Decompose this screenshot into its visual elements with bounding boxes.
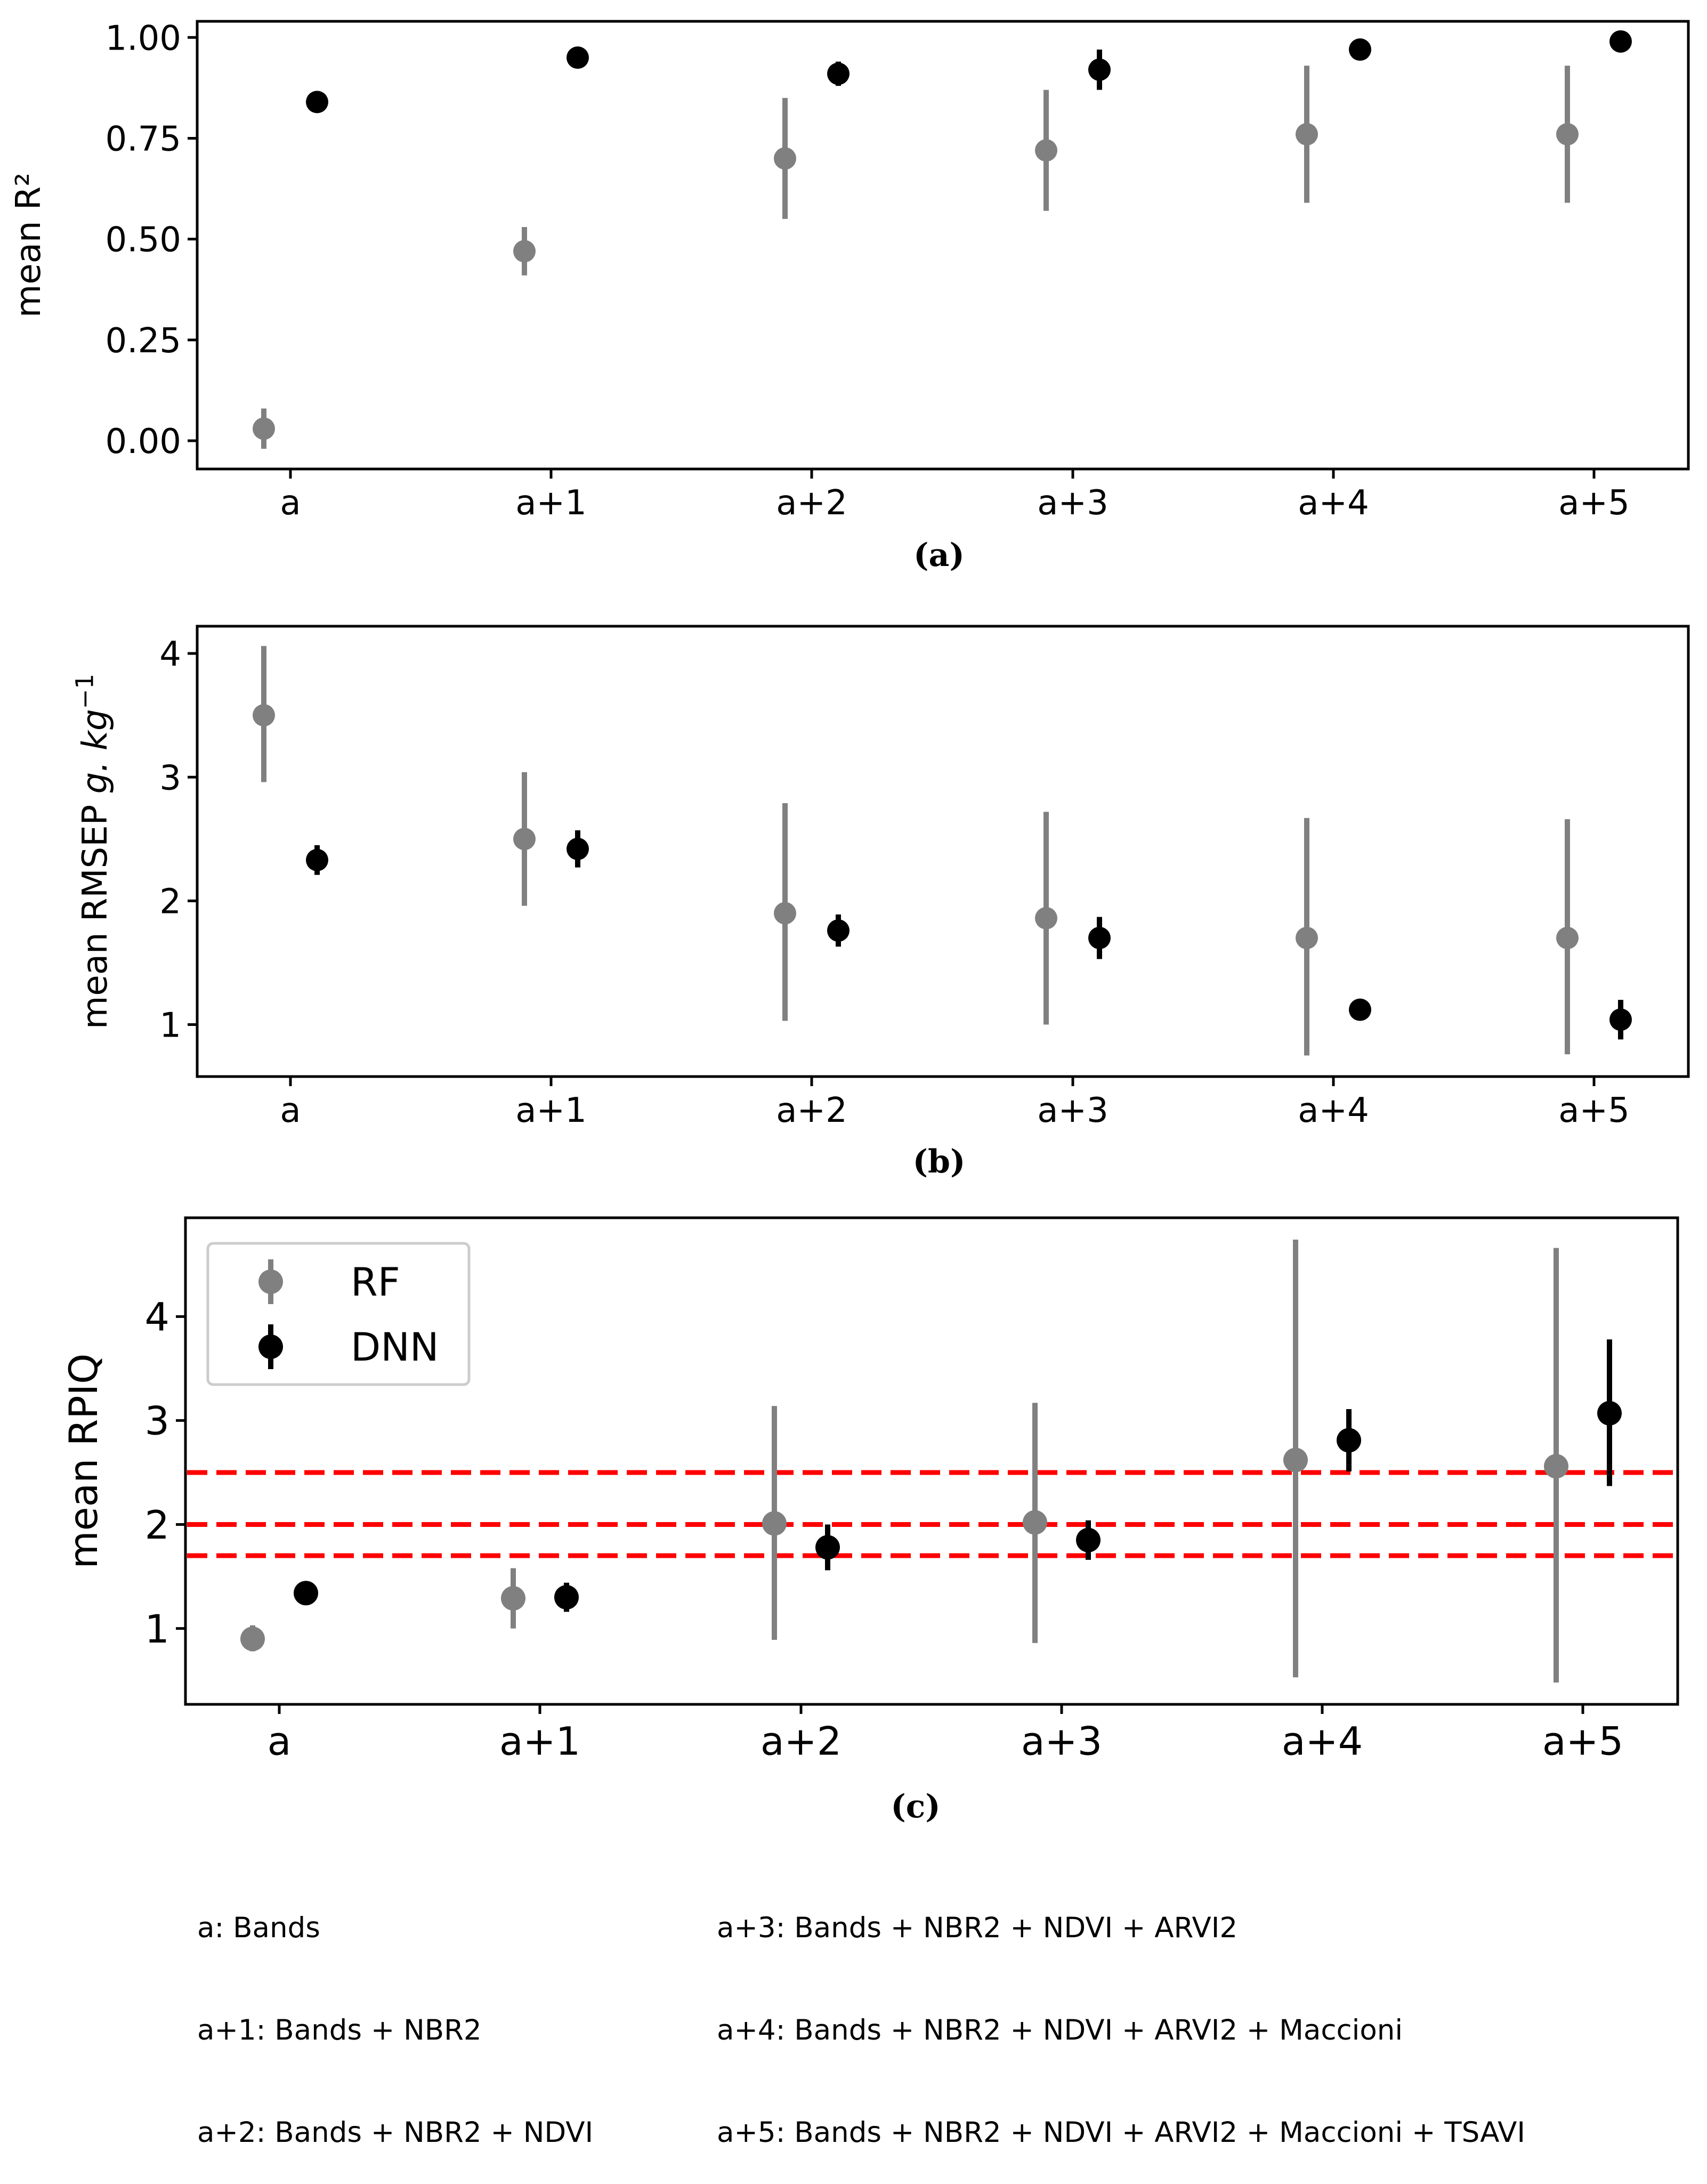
data-point-rf xyxy=(501,1586,525,1611)
y-axis-label: mean R² xyxy=(9,173,48,318)
footnote-line: a+5: Bands + NBR2 + NDVI + ARVI2 + Macci… xyxy=(717,2116,1525,2149)
x-tick-label: a+3 xyxy=(1037,483,1109,523)
legend-marker-rf xyxy=(258,1269,283,1294)
data-point-rf xyxy=(1544,1454,1568,1479)
data-point-dnn xyxy=(815,1535,840,1560)
data-point-dnn xyxy=(1337,1428,1361,1453)
data-point-dnn xyxy=(1609,1008,1632,1031)
y-tick-label: 3 xyxy=(145,1399,169,1444)
panel-c-rpiq-chart: 1 2 3 4 a a+1 a+2 a+3 a+4 a+5 mean RPIQ (c) RF DNN xyxy=(61,1216,1679,1825)
panel-caption: (a) xyxy=(913,537,965,574)
plot-frame xyxy=(184,1216,1679,1706)
data-point-dnn xyxy=(1349,998,1371,1021)
y-tick-label: 3 xyxy=(159,758,181,798)
y-tick-label: 4 xyxy=(145,1295,169,1340)
footnote-line: a+1: Bands + NBR2 xyxy=(197,2014,482,2047)
legend-label-rf: RF xyxy=(351,1260,400,1305)
footnote-right: a+3: Bands + NBR2 + NDVI + ARVI2 a+4: Ba… xyxy=(717,1843,1525,2184)
x-tick-label: a xyxy=(280,1091,301,1130)
data-point-rf xyxy=(774,902,796,925)
x-tick-label: a+5 xyxy=(1558,483,1630,523)
data-point-rf xyxy=(513,828,536,851)
data-point-dnn xyxy=(567,837,589,860)
panel-b-rmsep-chart: 1 2 3 4 a a+1 a+2 a+3 a+4 a+5 mean RMSEP g. kg−1 (b… xyxy=(70,625,1690,1180)
x-tick-label: a+2 xyxy=(761,1719,842,1765)
data-point-dnn xyxy=(1088,58,1111,81)
y-tick-label: 0.50 xyxy=(106,221,182,260)
y-tick-label: 4 xyxy=(159,635,181,674)
legend-marker-dnn xyxy=(258,1334,283,1359)
x-tick-label: a+5 xyxy=(1558,1091,1630,1130)
y-tick-label: 0.25 xyxy=(106,321,182,361)
footnote-line: a+3: Bands + NBR2 + NDVI + ARVI2 xyxy=(717,1912,1238,1944)
plot-frame xyxy=(196,625,1690,1078)
panel-caption: (c) xyxy=(891,1788,940,1825)
data-point-rf xyxy=(1556,123,1579,145)
figure: 0.00 0.25 0.50 0.75 1.00 a a+1 a+2 a+3 a+4 a+5 mean… xyxy=(9,19,1690,1825)
data-point-dnn xyxy=(306,848,328,871)
y-tick-label: 2 xyxy=(145,1503,169,1548)
y-tick-label: 0.00 xyxy=(106,422,182,462)
data-point-rf xyxy=(240,1627,265,1652)
x-tick-label: a+1 xyxy=(499,1719,580,1765)
data-point-dnn xyxy=(1088,927,1111,949)
y-tick-label: 0.75 xyxy=(106,119,182,159)
data-point-dnn xyxy=(827,919,850,942)
data-point-rf xyxy=(1035,907,1057,929)
y-axis-label: mean RMSEP g. kg−1 xyxy=(70,674,115,1029)
y-axis-label-text: mean R² xyxy=(9,173,48,318)
x-tick-label: a+2 xyxy=(776,1091,847,1130)
data-point-rf xyxy=(1556,927,1579,949)
data-point-rf xyxy=(1283,1447,1308,1473)
footnote-line: a+4: Bands + NBR2 + NDVI + ARVI2 + Macci… xyxy=(717,2014,1403,2047)
data-point-rf xyxy=(253,417,275,440)
y-axis-label: mean RPIQ xyxy=(61,1354,107,1569)
data-point-rf xyxy=(253,704,275,727)
data-point-dnn xyxy=(1597,1401,1622,1426)
data-point-dnn xyxy=(1609,30,1632,53)
plot-frame xyxy=(196,20,1690,471)
data-point-rf xyxy=(774,147,796,170)
data-point-dnn xyxy=(567,46,589,69)
y-tick-label: 1.00 xyxy=(106,19,182,58)
data-point-rf xyxy=(1296,123,1318,145)
panel-caption: (b) xyxy=(913,1143,966,1180)
y-axis-label-unit: g. kg xyxy=(76,709,115,804)
data-point-dnn xyxy=(1076,1527,1101,1552)
x-tick-label: a+5 xyxy=(1542,1719,1623,1765)
y-axis-label-exponent: −1 xyxy=(70,674,99,709)
x-tick-label: a+2 xyxy=(776,483,847,523)
y-axis-label-text: mean RPIQ xyxy=(61,1354,107,1569)
y-axis-label-text: mean RMSEP xyxy=(76,805,115,1029)
footnote-line: a+2: Bands + NBR2 + NDVI xyxy=(197,2116,594,2149)
data-point-dnn xyxy=(554,1585,579,1610)
x-tick-label: a+4 xyxy=(1298,1091,1369,1130)
y-tick-label: 1 xyxy=(145,1607,169,1652)
footnote-left: a: Bands a+1: Bands + NBR2 a+2: Bands + … xyxy=(197,1843,593,2184)
x-tick-label: a+1 xyxy=(515,483,587,523)
data-point-rf xyxy=(762,1511,787,1536)
legend-label-dnn: DNN xyxy=(351,1325,439,1370)
footnote-line: a: Bands xyxy=(197,1912,320,1944)
x-tick-label: a+4 xyxy=(1298,483,1369,523)
x-tick-label: a+4 xyxy=(1282,1719,1363,1765)
data-point-rf xyxy=(1296,927,1318,949)
data-point-dnn xyxy=(1349,38,1371,61)
panel-a-r2-chart: 0.00 0.25 0.50 0.75 1.00 a a+1 a+2 a+3 a+4 a+5 mean… xyxy=(9,19,1690,574)
data-point-dnn xyxy=(294,1581,318,1606)
y-tick-label: 1 xyxy=(159,1006,181,1046)
data-point-rf xyxy=(1035,139,1057,162)
data-point-dnn xyxy=(827,62,850,85)
x-tick-label: a+3 xyxy=(1021,1719,1102,1765)
data-point-rf xyxy=(1023,1510,1047,1535)
x-tick-label: a+1 xyxy=(515,1091,587,1130)
x-tick-label: a+3 xyxy=(1037,1091,1109,1130)
y-tick-label: 2 xyxy=(159,882,181,921)
x-tick-label: a xyxy=(268,1719,292,1765)
x-tick-label: a xyxy=(280,483,301,523)
data-point-dnn xyxy=(306,91,328,114)
data-point-rf xyxy=(513,240,536,263)
